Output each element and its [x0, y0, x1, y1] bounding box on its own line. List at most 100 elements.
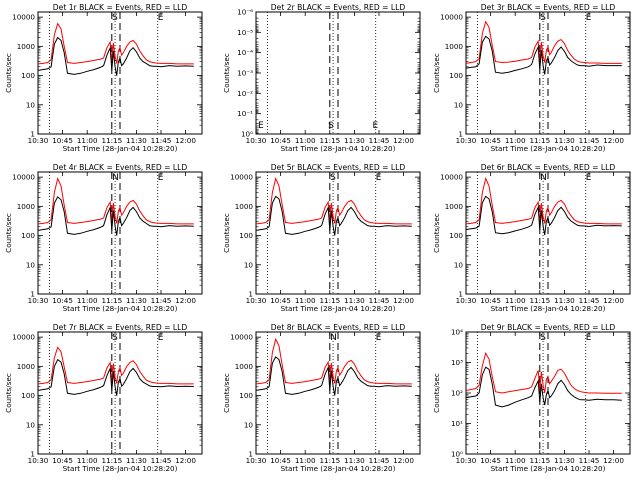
flag-label: N [540, 173, 547, 183]
x-axis-label: Start Time (28-Jan-04 10:28:20) [491, 464, 606, 473]
y-tick-label: 10⁰ [241, 130, 253, 139]
y-axis-label: Counts/sec [432, 373, 441, 413]
x-tick-label: 11:45 [369, 136, 390, 145]
y-tick-label: 10⁴ [451, 328, 463, 337]
x-tick-label: 11:15 [319, 456, 340, 465]
x-tick-label: 11:00 [505, 136, 526, 145]
x-tick-label: 11:30 [344, 456, 365, 465]
x-tick-label: 11:15 [101, 136, 122, 145]
y-tick-label: 1 [248, 450, 253, 459]
panel-title: Det 8r BLACK = Events, RED = LLD [271, 323, 406, 332]
y-tick-label: 1000 [235, 362, 254, 371]
y-tick-label: 1000 [445, 42, 464, 51]
y-tick-label: 10⁻⁴ [237, 48, 253, 57]
x-tick-label: 10:30 [456, 296, 477, 305]
flag-label: E [586, 173, 592, 183]
x-axis-label: Start Time (28-Jan-04 10:28:20) [63, 304, 178, 313]
series-line-lld [37, 176, 194, 225]
series-line-lld [465, 352, 622, 394]
x-tick-label: 11:00 [505, 456, 526, 465]
y-tick-label: 10 [244, 260, 254, 269]
x-tick-label: 12:00 [175, 136, 196, 145]
flag-label: E [158, 13, 164, 23]
y-tick-label: 10 [26, 260, 36, 269]
x-tick-label: 11:15 [529, 136, 550, 145]
y-tick-label: 10 [26, 100, 36, 109]
y-tick-label: 1 [30, 450, 35, 459]
x-tick-label: 11:45 [369, 296, 390, 305]
y-tick-label: 10000 [230, 333, 253, 342]
series-line-events [465, 366, 622, 408]
x-axis-label: Start Time (28-Jan-04 10:28:20) [281, 304, 396, 313]
x-tick-label: 12:00 [393, 136, 414, 145]
x-tick-label: 10:30 [28, 136, 49, 145]
x-tick-label: 11:30 [126, 136, 147, 145]
x-tick-label: 11:30 [344, 296, 365, 305]
y-tick-label: 10000 [440, 13, 463, 22]
x-tick-label: 11:00 [295, 136, 316, 145]
x-tick-label: 12:00 [393, 456, 414, 465]
x-tick-label: 11:00 [295, 456, 316, 465]
x-tick-label: 10:30 [246, 136, 267, 145]
flag-label: E [586, 333, 592, 343]
x-tick-label: 11:15 [529, 456, 550, 465]
x-tick-label: 10:45 [480, 136, 501, 145]
x-tick-label: 11:15 [101, 296, 122, 305]
y-tick-label: 10¹ [451, 419, 463, 428]
y-tick-label: 10000 [12, 333, 35, 342]
y-tick-label: 10⁻³ [237, 69, 253, 78]
y-tick-label: 10⁰ [451, 450, 463, 459]
x-tick-label: 11:30 [344, 136, 365, 145]
y-tick-label: 100 [21, 231, 35, 240]
flag-label: S [540, 13, 546, 23]
y-tick-label: 10000 [12, 173, 35, 182]
x-tick-label: 11:45 [151, 136, 172, 145]
x-tick-label: 11:30 [554, 136, 575, 145]
y-axis-label: Counts/sec [4, 213, 13, 253]
y-tick-label: 10⁻¹ [237, 109, 253, 118]
x-tick-label: 11:00 [77, 136, 98, 145]
y-tick-label: 10 [454, 260, 464, 269]
x-tick-label: 10:45 [270, 456, 291, 465]
y-axis-label: Counts/sec [222, 373, 231, 413]
y-tick-label: 100 [449, 231, 463, 240]
series-line-lld [465, 176, 622, 225]
x-tick-label: 10:30 [246, 296, 267, 305]
flag-label: S [540, 333, 546, 343]
x-tick-label: 10:45 [270, 296, 291, 305]
y-tick-label: 1 [458, 290, 463, 299]
flag-label: E [258, 121, 264, 131]
y-tick-label: 1 [458, 130, 463, 139]
panel-title: Det 4r BLACK = Events, RED = LLD [53, 163, 188, 172]
x-tick-label: 10:45 [52, 296, 73, 305]
flag-label: S [330, 173, 336, 183]
x-tick-label: 10:45 [480, 456, 501, 465]
x-tick-label: 10:30 [456, 136, 477, 145]
x-tick-label: 10:45 [52, 456, 73, 465]
y-tick-label: 1 [30, 290, 35, 299]
y-tick-label: 1000 [445, 202, 464, 211]
x-tick-label: 11:45 [579, 296, 600, 305]
series-line-events [465, 35, 622, 75]
flag-label: E [586, 13, 592, 23]
y-tick-label: 1000 [17, 42, 36, 51]
series-line-events [465, 195, 622, 236]
y-tick-label: 1 [30, 130, 35, 139]
x-tick-label: 11:45 [151, 456, 172, 465]
y-axis-label: Counts/sec [432, 213, 441, 253]
x-tick-label: 12:00 [603, 296, 624, 305]
x-tick-label: 11:45 [369, 456, 390, 465]
y-tick-label: 10000 [230, 173, 253, 182]
flag-label: E [372, 121, 378, 131]
x-tick-label: 11:30 [554, 456, 575, 465]
x-tick-label: 11:30 [126, 296, 147, 305]
x-axis-label: Start Time (28-Jan-04 10:28:20) [281, 144, 396, 153]
series-line-events [37, 358, 194, 396]
x-tick-label: 12:00 [393, 296, 414, 305]
x-axis-label: Start Time (28-Jan-04 10:28:20) [491, 304, 606, 313]
panel-title: Det 6r BLACK = Events, RED = LLD [481, 163, 616, 172]
